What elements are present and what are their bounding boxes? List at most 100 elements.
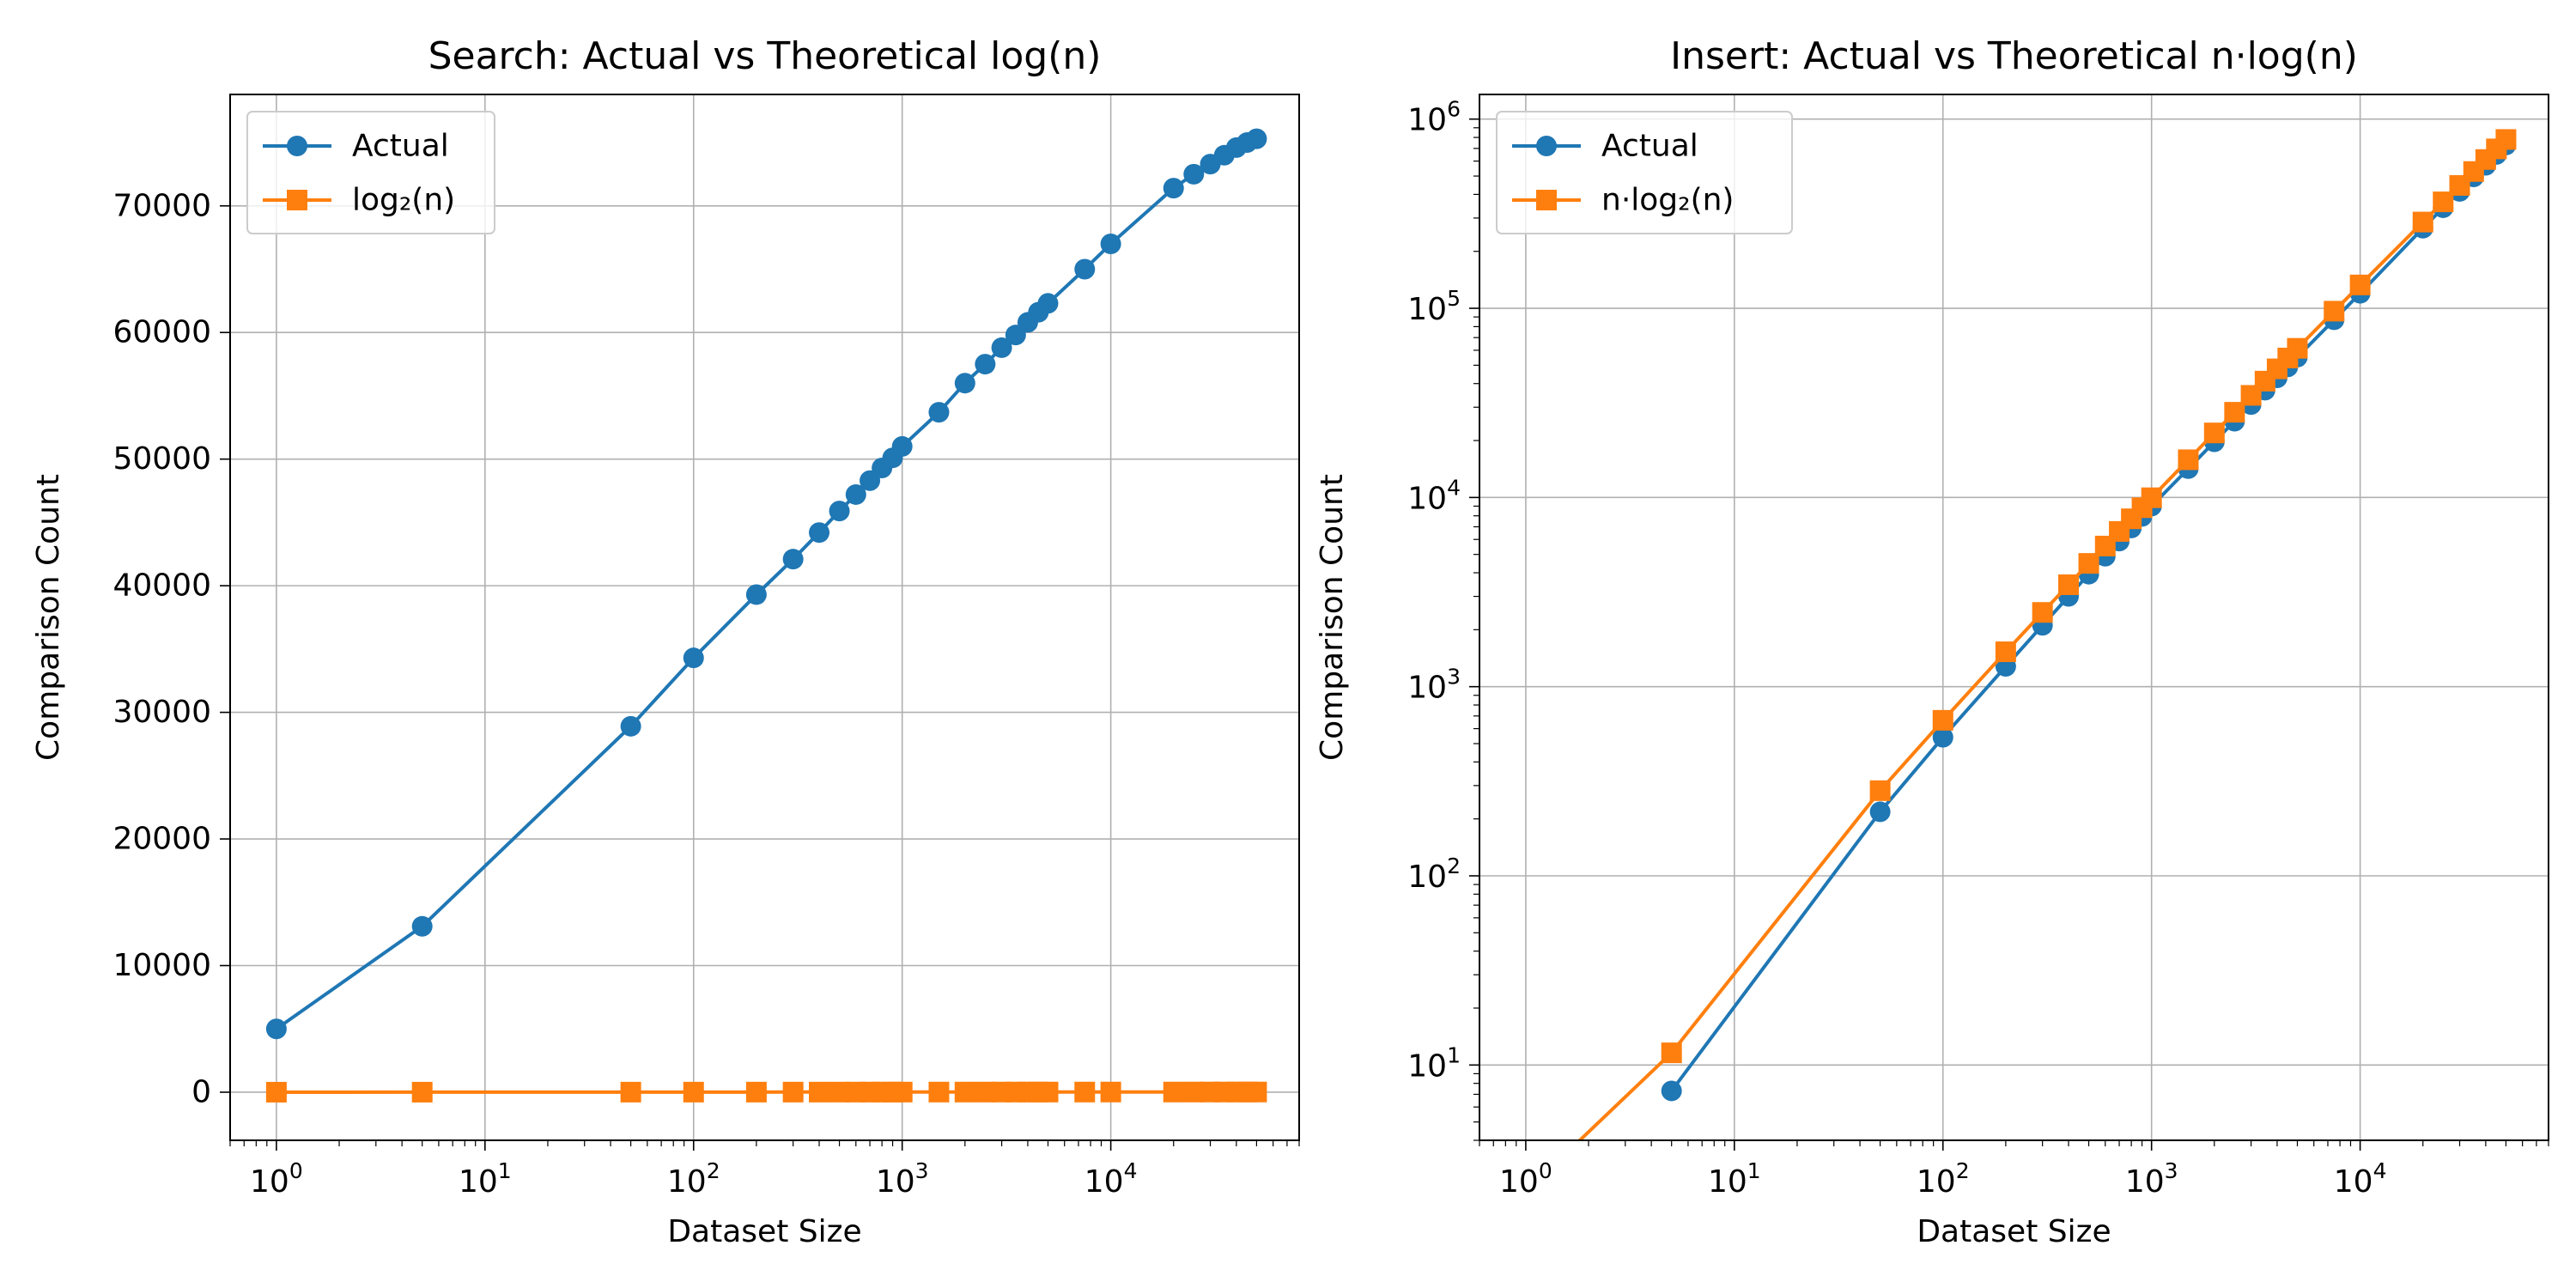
search-legend-marker-theoretical [287,190,307,210]
insert-ticks: 100 101 102 103 104 101 102 103 104 105 106 [1407,97,2549,1200]
search-y-tick-label: 60000 [112,315,211,350]
search-legend-marker-actual [287,136,307,156]
insert-x-tick-label: 101 [1708,1158,1761,1200]
insert-data-point-1 [2203,422,2225,444]
insert-series [1577,129,2517,1140]
insert-data-point-1 [2349,274,2371,295]
search-data-point-1 [891,1081,913,1103]
search-data-point-1 [620,1081,641,1103]
search-data-point-0 [891,435,913,457]
search-data-point-0 [1037,293,1059,314]
search-y-tick-label: 30000 [112,695,211,730]
insert-y-tick-label: 106 [1407,97,1461,138]
insert-data-point-1 [1995,641,2016,663]
search-data-point-0 [620,715,641,737]
insert-data-point-1 [2287,337,2308,359]
search-data-point-1 [782,1081,804,1103]
insert-y-tick-label: 102 [1407,854,1461,895]
insert-data-point-1 [2178,449,2199,471]
insert-x-tick-label: 102 [1917,1158,1970,1200]
search-data-point-1 [809,1081,830,1103]
search-data-point-0 [1100,234,1121,254]
search-data-point-1 [1100,1081,1121,1103]
search-data-point-1 [745,1081,767,1103]
search-y-tick-label: 0 [191,1074,211,1109]
insert-legend-symbol-1 [1536,190,1557,210]
search-plot-frame [229,94,1300,1141]
insert-data-point-1 [2412,211,2433,233]
search-data-point-0 [954,373,975,394]
search-data-point-0 [1163,178,1184,199]
search-y-tick-label: 70000 [112,188,211,223]
search-legend-label-theoretical: log₂(n) [352,183,455,218]
insert-data-point-1 [1932,709,1953,731]
insert-legend-label-theoretical: n·log₂(n) [1601,183,1734,218]
insert-chart: 100 101 102 103 104 101 102 103 104 105 106 Insert… [1315,34,2549,1249]
insert-data-point-1 [2032,602,2053,623]
insert-data-point-1 [2141,487,2162,508]
search-data-point-0 [1074,258,1096,280]
search-data-point-0 [683,647,704,669]
search-data-point-0 [411,915,433,937]
search-y-tick-label: 40000 [112,568,211,604]
insert-legend-label-actual: Actual [1601,129,1698,164]
search-y-tick-label: 10000 [112,948,211,983]
search-y-tick-label: 20000 [112,822,211,857]
insert-y-tick-label: 105 [1407,286,1461,327]
search-legend-entry-theoretical: log₂(n) [263,183,455,218]
search-series [265,128,1267,1103]
search-data-point-0 [991,337,1012,358]
search-data-point-0 [1246,128,1267,149]
insert-legend-marker-theoretical [1536,190,1557,210]
search-x-tick-label: 104 [1084,1158,1138,1200]
search-legend-symbol-0 [287,136,307,156]
insert-legend-marker-actual [1536,136,1557,156]
search-data-point-1 [1074,1081,1096,1103]
search-ticks: 100 101 102 103 104 0 10000 20000 30000 40000 5000… [112,188,1300,1200]
search-legend-entry-actual: Actual [263,129,449,164]
search-data-point-1 [1246,1081,1267,1103]
insert-data-point-1 [2495,129,2517,150]
search-legend-box [246,111,495,234]
insert-data-point-1 [1661,1042,1682,1064]
search-chart-title: Search: Actual vs Theoretical log(n) [428,34,1102,78]
search-data-point-1 [411,1081,433,1103]
search-data-point-0 [845,483,866,505]
insert-legend-symbol-0 [1536,136,1557,156]
search-data-point-0 [782,549,804,570]
search-y-tick-label: 50000 [112,441,211,477]
insert-y-tick-label: 101 [1407,1042,1461,1084]
search-data-point-1 [265,1081,287,1103]
search-x-axis-label: Dataset Size [667,1214,861,1249]
insert-y-tick-label: 104 [1407,475,1461,516]
insert-data-point-1 [1869,780,1891,801]
insert-legend-entry-actual: Actual [1512,129,1698,164]
insert-data-point-0 [1932,726,1953,748]
insert-legend: Actual n·log₂(n) [1496,111,1793,234]
search-data-point-0 [809,522,830,544]
search-x-tick-label: 101 [459,1158,512,1200]
search-data-point-1 [954,1081,975,1103]
insert-plot-frame [1479,94,2549,1141]
insert-data-point-1 [2078,553,2099,574]
search-x-tick-label: 102 [667,1158,720,1200]
search-legend: Actual log₂(n) [246,111,495,234]
search-x-tick-label: 100 [250,1158,303,1200]
insert-data-point-0 [1661,1080,1682,1102]
insert-legend-box [1496,111,1793,234]
search-legend-label-actual: Actual [352,129,449,164]
insert-y-axis-label: Comparison Count [1315,474,1350,761]
insert-data-point-1 [2324,301,2345,322]
search-data-point-0 [265,1018,287,1040]
insert-x-axis-label: Dataset Size [1917,1214,2111,1249]
insert-data-point-1 [2058,574,2080,595]
search-legend-symbol-1 [287,190,307,210]
search-data-point-1 [683,1081,704,1103]
search-data-point-1 [1037,1081,1059,1103]
insert-x-tick-label: 100 [1499,1158,1552,1200]
search-chart: 100 101 102 103 104 0 10000 20000 30000 40000 5000… [31,34,1300,1249]
search-data-point-1 [928,1081,950,1103]
search-data-point-0 [928,402,950,423]
search-data-point-1 [1163,1081,1184,1103]
